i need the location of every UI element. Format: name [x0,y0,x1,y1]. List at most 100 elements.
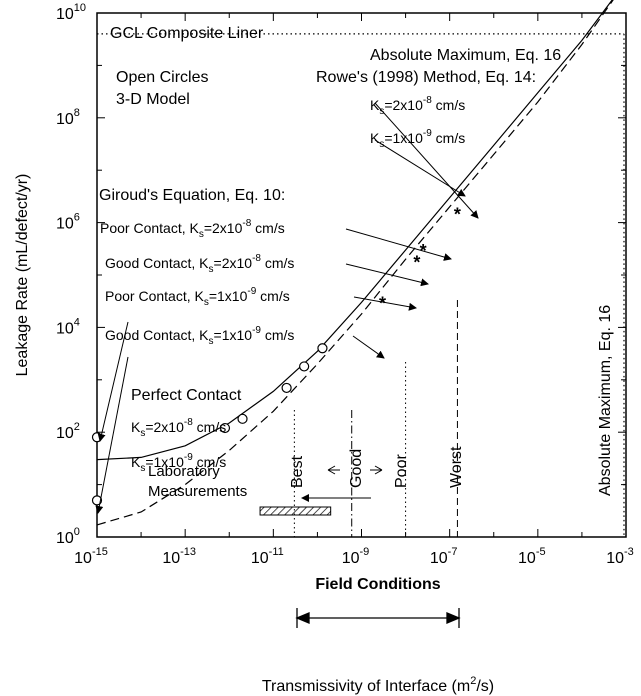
field-conditions-range [295,608,461,628]
good-contact-2e8-sub: s [209,264,214,275]
field-condition-markers [293,300,458,537]
poor-contact-2e8-text: Poor Contact, K [100,220,199,236]
good-contact-1e9-units: cm/s [261,327,294,343]
poor-contact-1e9-eq: =1x10 [209,288,248,304]
giroud-points: **** [379,204,461,313]
good-label: Good [348,449,365,488]
perfect-k2-exp: -9 [184,452,193,463]
poor-contact-1e9-units: cm/s [256,288,289,304]
perfect-k2-sub: s [140,463,145,474]
x-tick-label: 10-7 [430,546,458,567]
y-tick-label: 1010 [56,2,86,23]
axis-ticks [96,12,627,538]
open-circles-label-1: Open Circles [116,69,208,86]
annotation-arrows [95,102,479,514]
worst-label: Worst [448,446,465,488]
model-point [91,495,103,506]
good-contact-2e8-units: cm/s [261,255,294,271]
x-tick-label: 10-13 [162,546,196,567]
x-tick-label: 10-15 [74,546,108,567]
giroud-point: * [454,204,461,224]
rowe-series-1e9 [96,0,614,526]
lab-measurements-label-1: Laboratory [148,463,220,480]
poor-contact-1e9-sub: s [204,297,209,308]
lab-measurements-label-2: Measurements [148,483,247,500]
open-circles-label-2: 3-D Model [116,91,190,108]
y-tick-label: 108 [56,107,80,128]
poor-contact-1e9-text: Poor Contact, K [105,288,204,304]
series-lines [96,0,614,526]
x-tick-label: 10-9 [342,546,370,567]
x-tick-label: 10-5 [518,546,546,567]
giroud-equation-label: Giroud's Equation, Eq. 10: [99,187,285,204]
y-tick-label: 102 [56,421,80,442]
y-tick-label: 100 [56,526,80,547]
model-point [219,422,231,434]
poor-contact-2e8-sub: s [199,229,204,240]
rowe-series-2e8 [96,0,613,461]
good-contact-1e9-eq: =1x10 [214,327,253,343]
poor-contact-2e8-eq: =2x10 [204,220,243,236]
poor-contact-2e8-units: cm/s [251,220,284,236]
perfect-k1-sub: s [140,428,145,439]
perfect-k1-units: cm/s [193,419,226,435]
y-tick-labels: 100 102 104 106 108 1010 [56,2,86,547]
poor-contact-2e8-exp: -8 [242,218,251,229]
laboratory-measurements-bar [259,506,332,516]
field-conditions-label: Field Conditions [315,576,440,593]
perfect-k1-label: Ks=2x10-8 cm/s [131,417,226,439]
perfect-k1-exp: -8 [184,417,193,428]
perfect-k2-label: Ks=1x10-9 cm/s [131,452,226,474]
x-axis-label-main: Transmissivity of Interface (m [262,678,470,695]
rowe-k2-label: Ks=1x10-9 cm/s [370,128,465,150]
rowe-method-label: Rowe's (1998) Method, Eq. 14: [316,69,536,86]
absolute-maximum-h-label: Absolute Maximum, Eq. 16 [370,47,561,64]
rowe-k1-exp: -8 [423,95,432,106]
giroud-point: * [413,253,420,273]
poor-contact-1e9-exp: -9 [247,286,256,297]
chart-title: GCL Composite Liner [110,25,264,42]
x-axis-label-end: /s) [476,678,494,695]
rowe-k1-eq: =2x10 [384,97,423,113]
giroud-point: * [379,293,386,313]
good-contact-2e8-label: Good Contact, Ks=2x10-8 cm/s [105,253,294,275]
rowe-k1-units: cm/s [432,97,465,113]
poor-contact-1e9-label: Poor Contact, Ks=1x10-9 cm/s [105,286,290,308]
rowe-k1-label: Ks=2x10-8 cm/s [370,95,465,117]
rowe-k2-exp: -9 [423,128,432,139]
y-axis-label: Leakage Rate (mL/defect/yr) [14,174,31,377]
best-label: Best [289,455,306,488]
perfect-k1-k: K [131,419,141,435]
y-tick-label: 104 [56,316,80,337]
y-tick-label: 106 [56,212,80,233]
absolute-maximum-v-label: Absolute Maximum, Eq. 16 [597,305,614,496]
x-tick-label: 10-3 [606,546,634,567]
poor-label: Poor [393,454,410,488]
rowe-k1-sub: s [379,106,384,117]
poor-contact-2e8-label: Poor Contact, Ks=2x10-8 cm/s [100,218,285,240]
perfect-k2-eq: =1x10 [145,454,184,470]
good-contact-2e8-eq: =2x10 [214,255,253,271]
good-contact-1e9-text: Good Contact, K [105,327,209,343]
x-axis-label: Transmissivity of Interface (m2/s) [262,675,494,695]
good-range-arrows [327,465,383,475]
model-point [237,413,248,424]
good-contact-2e8-exp: -8 [252,253,261,264]
perfect-k2-units: cm/s [193,454,226,470]
x-axis-label-sup: 2 [470,675,476,687]
model-point [281,382,292,394]
model-point [299,361,310,372]
good-contact-1e9-exp: -9 [252,325,261,336]
rowe-k2-units: cm/s [432,130,465,146]
x-tick-label: 10-11 [251,546,284,567]
model-point [317,343,328,354]
rowe-k2-eq: =1x10 [384,130,423,146]
good-contact-2e8-text: Good Contact, K [105,255,209,271]
perfect-contact-label: Perfect Contact [131,387,242,404]
good-contact-1e9-sub: s [209,336,214,347]
good-contact-1e9-label: Good Contact, Ks=1x10-9 cm/s [105,325,294,347]
perfect-k2-k: K [131,454,141,470]
open-circle-points [91,343,328,506]
absolute-maximum-lines [97,33,625,537]
